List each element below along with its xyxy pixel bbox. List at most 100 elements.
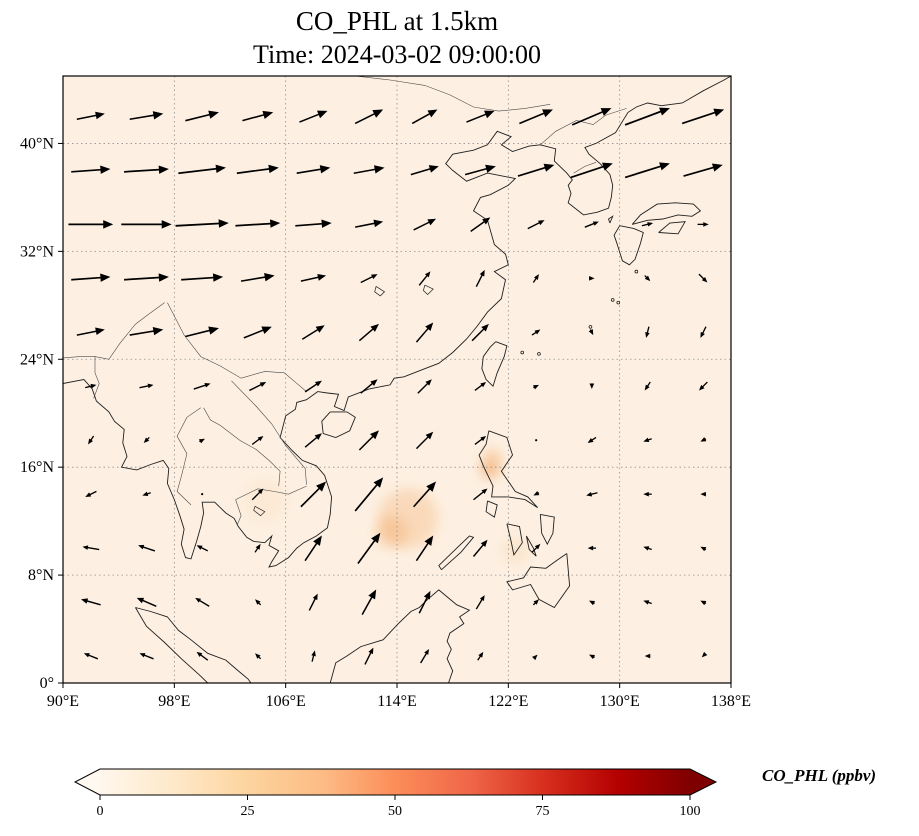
- wind-arrowhead: [143, 437, 150, 443]
- wind-arrowhead: [319, 165, 331, 174]
- wind-arrow: [570, 164, 608, 179]
- wind-arrow: [201, 493, 204, 496]
- wind-arrow: [178, 167, 221, 175]
- wind-arrowhead: [644, 653, 651, 659]
- x-tick-label: 90°E: [47, 693, 79, 710]
- wind-arrow: [413, 485, 433, 508]
- coastline-path: [525, 535, 537, 557]
- wind-arrowhead: [587, 438, 594, 443]
- wind-arrowhead: [259, 382, 267, 387]
- wind-arrow: [185, 328, 214, 338]
- small-island: [634, 269, 639, 274]
- coastline-path: [539, 513, 555, 546]
- wind-arrowhead: [142, 491, 149, 497]
- wind-arrowhead: [659, 162, 670, 171]
- wind-arrow: [124, 276, 164, 281]
- wind-arrow: [571, 109, 607, 126]
- coastline-path: [481, 341, 508, 388]
- wind-arrowhead: [311, 650, 316, 657]
- wind-arrowhead: [264, 273, 275, 282]
- axes: 90°E 98°E 106°E 114°E 122°E 130°E 138°E 0° 8°N 16…: [20, 135, 751, 710]
- wind-arrowhead: [312, 593, 318, 601]
- wind-arrowhead: [481, 323, 489, 332]
- wind-arrowhead: [478, 651, 484, 658]
- gridlines: [63, 76, 732, 683]
- small-island: [520, 350, 525, 355]
- x-tick-label: 138°E: [711, 693, 751, 710]
- wind-quiver: [68, 107, 725, 665]
- wind-arrowhead: [152, 326, 164, 336]
- coastline-path: [438, 535, 475, 571]
- wind-arrowhead: [700, 546, 707, 552]
- wind-arrowhead: [315, 325, 325, 333]
- coastline-path: [506, 553, 571, 609]
- wind-arrow: [681, 110, 720, 125]
- wind-arrowhead: [199, 438, 205, 444]
- wind-arrowhead: [261, 326, 272, 335]
- wind-arrow: [535, 439, 538, 442]
- y-tick-label: 32°N: [20, 243, 54, 260]
- wind-arrowhead: [81, 598, 89, 604]
- wind-arrowhead: [479, 269, 485, 277]
- wind-arrowhead: [268, 164, 279, 174]
- wind-arrow: [296, 167, 326, 175]
- wind-arrowhead: [427, 218, 437, 226]
- wind-arrowhead: [204, 382, 211, 388]
- wind-arrowhead: [373, 165, 385, 174]
- small-island: [616, 300, 621, 305]
- wind-arrowhead: [195, 597, 202, 603]
- wind-arrow: [236, 167, 274, 175]
- wind-arrowhead: [138, 544, 145, 550]
- wind-arrowhead: [314, 433, 322, 440]
- wind-arrowhead: [644, 384, 650, 391]
- wind-arrowhead: [480, 382, 487, 388]
- wind-arrowhead: [370, 323, 379, 332]
- wind-arrowhead: [83, 653, 90, 658]
- wind-arrow: [129, 329, 159, 336]
- wind-arrow: [71, 168, 106, 173]
- country-border: [235, 499, 242, 526]
- wind-arrowhead: [703, 222, 709, 227]
- wind-arrowhead: [90, 383, 97, 389]
- wind-arrow: [181, 276, 218, 281]
- wind-arrowhead: [589, 600, 595, 606]
- wind-arrowhead: [532, 654, 538, 661]
- wind-arrowhead: [161, 220, 172, 229]
- country-border: [235, 485, 307, 500]
- wind-arrowhead: [645, 331, 650, 338]
- wind-arrowhead: [713, 108, 725, 117]
- wind-arrowhead: [659, 107, 670, 116]
- wind-arrowhead: [700, 491, 706, 497]
- wind-arrowhead: [100, 165, 111, 174]
- wind-arrowhead: [317, 273, 327, 281]
- wind-arrowhead: [316, 481, 327, 492]
- coastline-path: [135, 607, 252, 683]
- wind-arrowhead: [533, 491, 540, 496]
- wind-arrowhead: [533, 384, 539, 390]
- y-tick-label: 24°N: [20, 351, 54, 368]
- coastline-path: [63, 76, 731, 568]
- wind-arrowhead: [371, 274, 378, 280]
- wind-arrowhead: [373, 477, 384, 488]
- coastline-path: [485, 500, 498, 518]
- wind-arrow: [683, 165, 718, 177]
- wind-arrow: [354, 481, 381, 512]
- country-border: [94, 302, 165, 360]
- wind-arrowhead: [592, 221, 599, 226]
- wind-arrowhead: [700, 331, 705, 338]
- wind-arrowhead: [425, 379, 432, 386]
- lake-outline: [423, 284, 434, 295]
- wind-arrowhead: [212, 273, 224, 282]
- coastline-path: [506, 523, 523, 557]
- wind-arrowhead: [208, 110, 219, 119]
- wind-arrowhead: [269, 219, 281, 228]
- wind-arrowhead: [647, 222, 654, 227]
- y-tick-label: 40°N: [20, 135, 54, 152]
- colorbar-label: CO_PHL (ppbv): [762, 766, 877, 785]
- country-border: [355, 76, 551, 112]
- wind-arrowhead: [602, 162, 613, 171]
- wind-arrow: [240, 275, 270, 282]
- wind-arrowhead: [139, 653, 146, 658]
- wind-arrowhead: [88, 438, 94, 445]
